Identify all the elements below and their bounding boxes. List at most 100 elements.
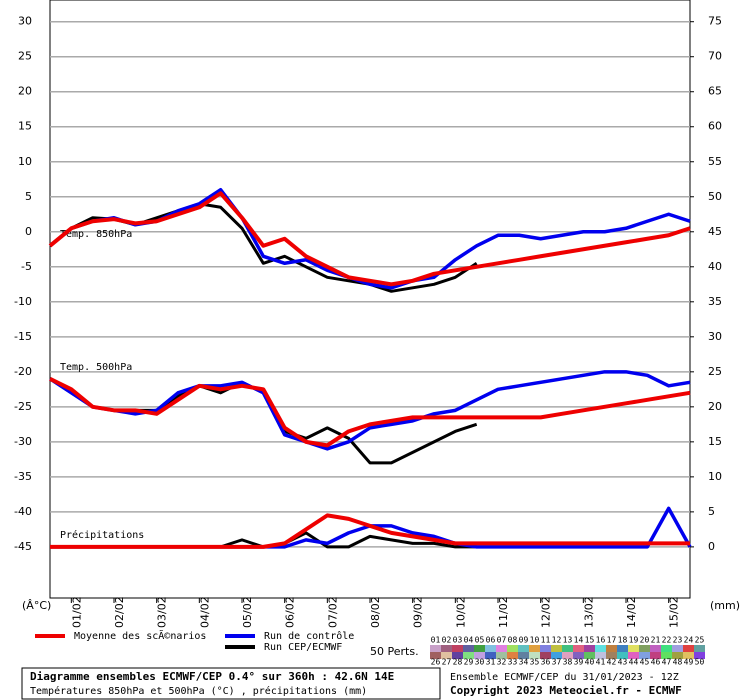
perturbation-swatch	[573, 645, 584, 652]
y2-tick-label: 60	[708, 120, 722, 133]
series-line	[50, 513, 690, 549]
y2-axis-label: (mm)	[710, 599, 740, 612]
perturbation-swatch	[606, 652, 617, 659]
y2-tick-label: 35	[708, 295, 722, 308]
y2-tick-label: 55	[708, 155, 722, 168]
y-tick-label: 0	[25, 225, 32, 238]
y-tick-label: 20	[18, 85, 32, 98]
perturbation-swatch	[496, 645, 507, 652]
perturbation-swatch	[507, 652, 518, 659]
perturbation-swatch	[485, 645, 496, 652]
perturbation-swatch	[617, 652, 628, 659]
perturbation-label: 43	[618, 658, 628, 667]
y-tick-label: 25	[18, 50, 32, 63]
perturbation-swatch	[672, 652, 683, 659]
perturbation-swatch	[518, 652, 529, 659]
perturbation-swatch	[474, 645, 485, 652]
x-tick-label: 08/02	[369, 596, 382, 628]
perturbation-label: 48	[673, 658, 683, 667]
perturbation-label: 27	[442, 658, 452, 667]
perturbation-label: 35	[530, 658, 540, 667]
perturbation-label: 38	[563, 658, 573, 667]
perturbation-swatch	[639, 652, 650, 659]
perturbation-swatch	[430, 652, 441, 659]
y2-tick-label: 0	[708, 540, 715, 553]
y-tick-label: -25	[14, 400, 32, 413]
perturbation-label: 24	[684, 636, 694, 645]
x-tick-label: 04/02	[198, 596, 211, 628]
y-tick-label: -20	[14, 365, 32, 378]
perturbation-swatch	[551, 652, 562, 659]
y-tick-label: 30	[18, 15, 32, 28]
x-tick-label: 12/02	[540, 596, 553, 628]
perturbation-swatch	[672, 645, 683, 652]
x-tick-label: 05/02	[241, 596, 254, 628]
series-line	[49, 377, 691, 448]
perturbation-label: 45	[640, 658, 650, 667]
perturbation-swatch	[694, 652, 705, 659]
y2-tick-label: 10	[708, 470, 722, 483]
perturbation-swatch	[683, 652, 694, 659]
perturbation-swatch	[529, 645, 540, 652]
perturbation-label: 42	[607, 658, 617, 667]
perturbation-label: 44	[629, 658, 639, 667]
y2-tick-label: 25	[708, 365, 722, 378]
y2-tick-label: 5	[708, 505, 715, 518]
y-tick-label: 5	[25, 190, 32, 203]
perturbations-label: 50 Perts.	[370, 645, 419, 658]
perturbation-swatch	[606, 645, 617, 652]
y2-tick-label: 30	[708, 330, 722, 343]
perturbation-swatch	[650, 645, 661, 652]
perturbation-label: 40	[585, 658, 595, 667]
perturbation-label: 31	[486, 658, 496, 667]
perturbation-label: 30	[475, 658, 485, 667]
y-tick-label: -10	[14, 295, 32, 308]
perturbation-label: 11	[541, 636, 551, 645]
y-tick-label: -35	[14, 470, 32, 483]
perturbation-label: 05	[475, 636, 485, 645]
perturbation-swatch	[551, 645, 562, 652]
perturbation-swatch	[463, 645, 474, 652]
panel-label: Temp. 850hPa	[60, 229, 132, 240]
perturbation-label: 09	[519, 636, 529, 645]
perturbation-label: 12	[552, 636, 562, 645]
x-tick-label: 13/02	[582, 596, 595, 628]
perturbation-label: 39	[574, 658, 584, 667]
perturbation-label: 16	[596, 636, 606, 645]
perturbation-label: 23	[673, 636, 683, 645]
perturbation-swatch	[595, 645, 606, 652]
perturbation-swatch	[441, 645, 452, 652]
perturbation-label: 20	[640, 636, 650, 645]
y-tick-label: 10	[18, 155, 32, 168]
perturbation-label: 07	[497, 636, 507, 645]
perturbation-label: 14	[574, 636, 584, 645]
perturbation-swatch	[683, 645, 694, 652]
x-tick-label: 07/02	[326, 596, 339, 628]
perturbation-label: 41	[596, 658, 606, 667]
perturbation-label: 49	[684, 658, 694, 667]
perturbation-label: 01	[431, 636, 441, 645]
perturbation-swatch	[584, 645, 595, 652]
perturbation-swatch	[507, 645, 518, 652]
perturbation-label: 21	[651, 636, 661, 645]
perturbation-label: 04	[464, 636, 474, 645]
perturbation-label: 46	[651, 658, 661, 667]
panel-label: Précipitations	[60, 529, 144, 541]
perturbation-label: 29	[464, 658, 474, 667]
y2-tick-label: 15	[708, 435, 722, 448]
perturbation-swatch	[628, 645, 639, 652]
perturbation-swatch	[562, 645, 573, 652]
perturbation-swatch	[430, 645, 441, 652]
perturbation-swatch	[441, 652, 452, 659]
copyright: Copyright 2023 Meteociel.fr - ECMWF	[450, 684, 682, 697]
perturbation-label: 22	[662, 636, 672, 645]
perturbation-label: 50	[695, 658, 705, 667]
x-tick-label: 14/02	[625, 596, 638, 628]
panel-label: Temp. 500hPa	[60, 362, 132, 373]
perturbation-swatch	[661, 652, 672, 659]
x-tick-label: 11/02	[497, 596, 510, 628]
info-subtitle: Températures 850hPa et 500hPa (°C) , pré…	[30, 685, 367, 697]
perturbation-label: 03	[453, 636, 463, 645]
perturbation-swatch	[496, 652, 507, 659]
